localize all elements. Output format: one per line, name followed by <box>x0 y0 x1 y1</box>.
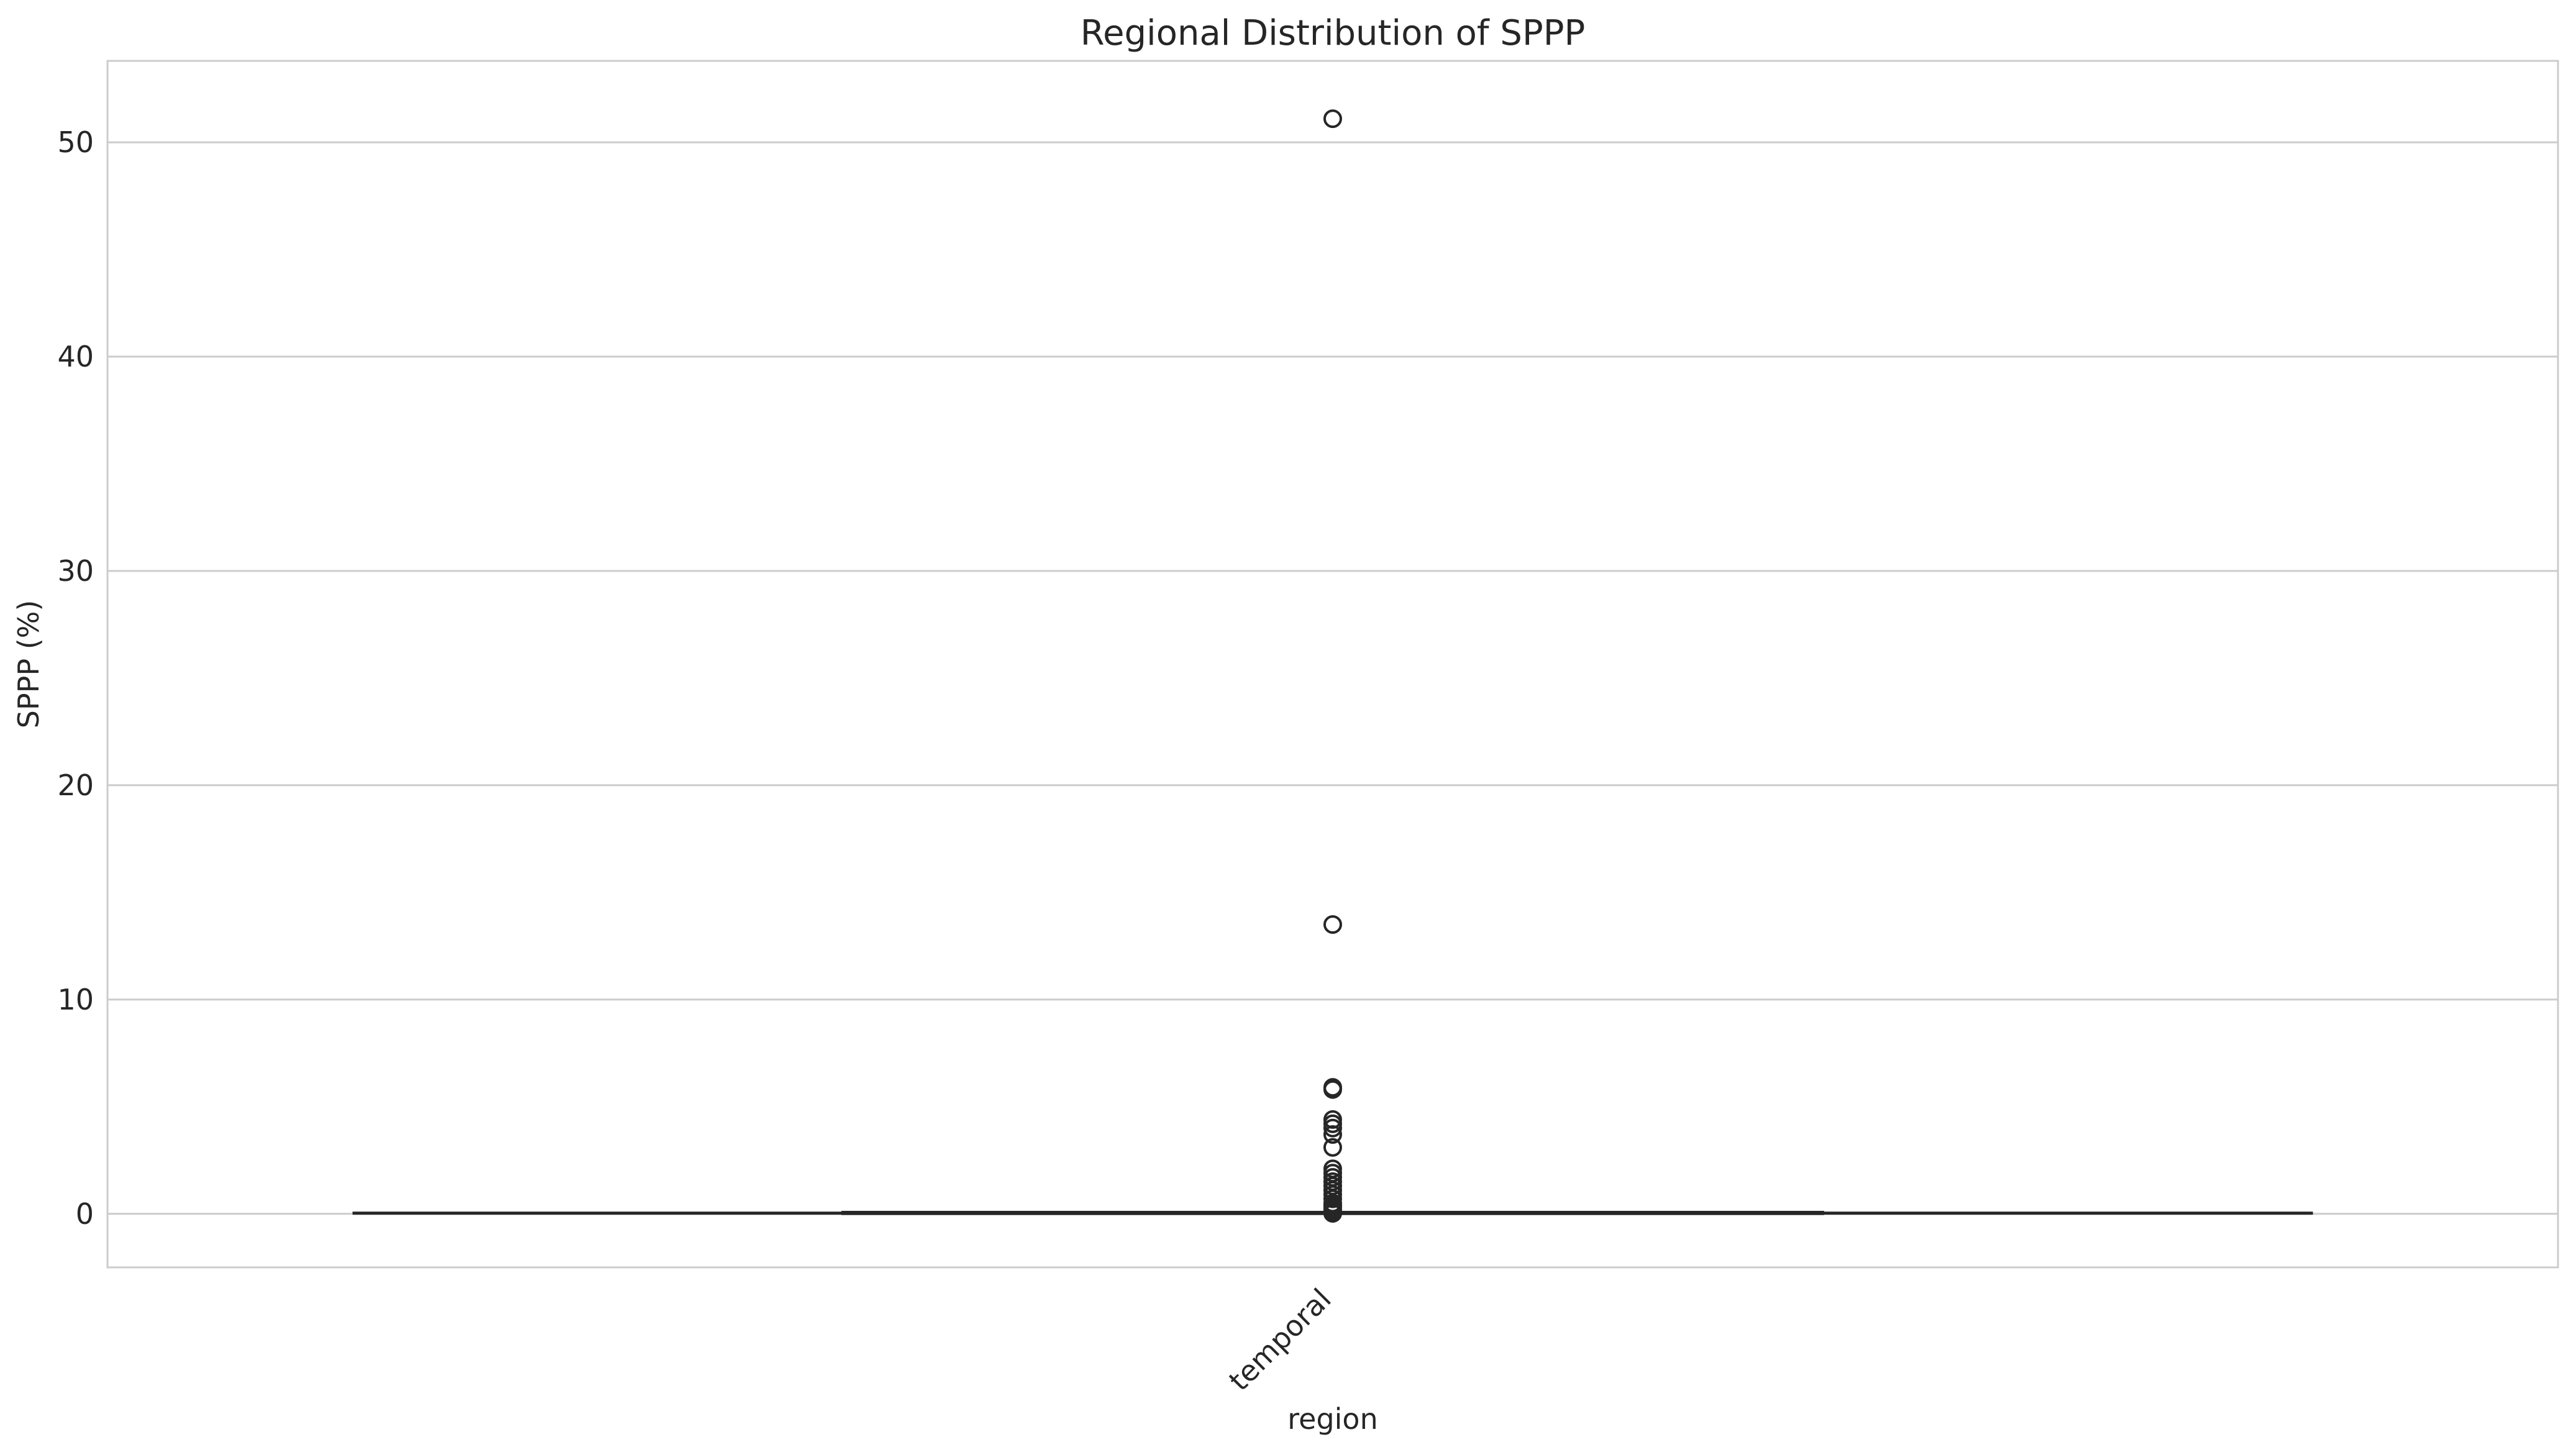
outlier-point-7 <box>1323 1125 1342 1144</box>
chart-title: Regional Distribution of SPPP <box>1080 13 1586 53</box>
y-tick-label-0: 0 <box>76 1197 94 1231</box>
x-axis-label: region <box>1287 1402 1377 1436</box>
outlier-point-6 <box>1323 1118 1342 1138</box>
y-tick-label-40: 40 <box>57 340 94 373</box>
y-tick-label-10: 10 <box>57 983 94 1016</box>
outlier-point-8 <box>1323 1138 1342 1157</box>
y-axis-label: SPPP (%) <box>12 600 45 729</box>
plot-area <box>106 60 2559 1269</box>
y-tick-label-50: 50 <box>57 125 94 159</box>
outlier-point-0 <box>1323 109 1342 129</box>
x-tick-label-temporal: temporal <box>1222 1282 1338 1398</box>
outlier-point-1 <box>1323 915 1342 934</box>
y-tick-label-20: 20 <box>57 769 94 802</box>
x-axis-ticks: temporal <box>1222 1282 1338 1398</box>
outlier-point-23 <box>1323 1204 1342 1223</box>
y-tick-label-30: 30 <box>57 554 94 588</box>
outliers <box>1323 109 1342 1223</box>
outlier-point-3 <box>1323 1080 1342 1099</box>
y-axis-ticks: 0 10 20 30 40 50 <box>57 125 94 1231</box>
